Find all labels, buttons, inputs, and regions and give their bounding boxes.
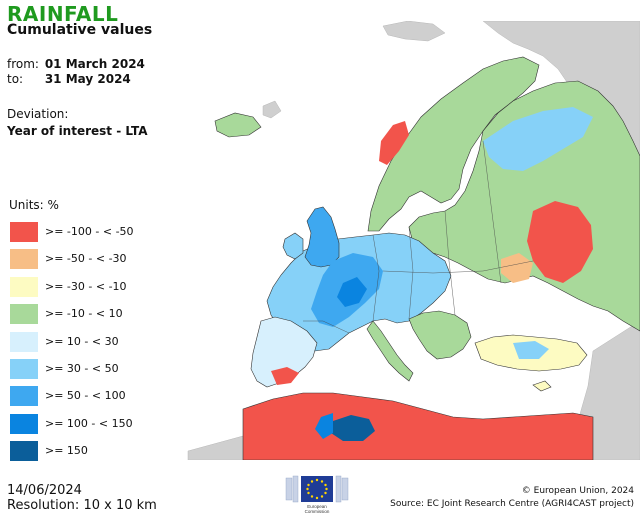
legend-swatch bbox=[10, 331, 38, 352]
to-label: to: bbox=[7, 72, 24, 86]
anomaly-patches bbox=[271, 107, 593, 441]
logo-text-commission: Commission bbox=[305, 509, 330, 514]
legend-swatch bbox=[10, 441, 38, 462]
legend-label: >= 30 - < 50 bbox=[45, 361, 119, 375]
commission-building-icon bbox=[285, 475, 349, 503]
legend-swatch bbox=[10, 249, 38, 270]
very-wet-france bbox=[337, 277, 367, 307]
country-borders bbox=[303, 140, 534, 334]
legend-item: >= -100 - < -50 bbox=[5, 216, 195, 243]
dry-spain-south bbox=[271, 367, 299, 385]
dry-russia bbox=[527, 201, 593, 283]
legend-label: >= -30 - < -10 bbox=[45, 279, 127, 293]
legend-item: >= 50 - < 100 bbox=[5, 380, 195, 407]
wet-algeria-basin bbox=[331, 415, 375, 441]
legend-item: >= 10 - < 30 bbox=[5, 326, 195, 353]
legend-item: >= -50 - < -30 bbox=[5, 243, 195, 270]
map-credits: © European Union, 2024 Source: EC Joint … bbox=[390, 485, 634, 511]
wet-algeria-surround bbox=[315, 413, 333, 439]
to-date: 31 May 2024 bbox=[44, 72, 131, 86]
from-date: 01 March 2024 bbox=[44, 57, 145, 71]
legend-item: >= 30 - < 50 bbox=[5, 353, 195, 380]
source-text: Source: EC Joint Research Centre (AGRI4C… bbox=[390, 499, 634, 509]
dry-scandinavia-coast bbox=[379, 121, 409, 165]
legend-swatch bbox=[10, 222, 38, 242]
legend-units: Units: % bbox=[9, 198, 59, 212]
legend-label: >= 150 bbox=[45, 444, 88, 458]
legend-swatch bbox=[10, 304, 38, 325]
resolution-text: Resolution: 10 x 10 km bbox=[7, 498, 157, 513]
legend-label: >= -10 - < 10 bbox=[45, 307, 123, 321]
copyright-text: © European Union, 2024 bbox=[521, 486, 634, 496]
map-legend: Units: % >= -100 - < -50 >= -50 - < -30 … bbox=[5, 198, 195, 463]
legend-item: >= -10 - < 10 bbox=[5, 298, 195, 325]
production-date: 14/06/2024 bbox=[7, 483, 82, 498]
logo-text-european: European bbox=[307, 504, 327, 509]
legend-label: >= 100 - < 150 bbox=[45, 416, 133, 430]
map-subtitle: Cumulative values bbox=[7, 22, 153, 38]
legend-swatch bbox=[10, 413, 38, 434]
map-footer: 14/06/2024 Resolution: 10 x 10 km bbox=[7, 483, 157, 513]
legend-swatch bbox=[10, 276, 38, 297]
legend-swatch bbox=[10, 386, 38, 407]
legend-item: >= -30 - < -10 bbox=[5, 271, 195, 298]
deviation-value: Year of interest - LTA bbox=[7, 124, 148, 138]
legend-label: >= 10 - < 30 bbox=[45, 334, 119, 348]
wet-baltics bbox=[483, 107, 593, 171]
legend-swatch bbox=[10, 358, 38, 379]
legend-label: >= -50 - < -30 bbox=[45, 252, 127, 266]
eu-stars-icon bbox=[306, 478, 328, 500]
deviation-label: Deviation: bbox=[7, 107, 69, 121]
legend-label: >= 50 - < 100 bbox=[45, 389, 126, 403]
moist-turkey bbox=[513, 341, 549, 359]
legend-label: >= -100 - < -50 bbox=[45, 225, 134, 238]
rainfall-map[interactable] bbox=[183, 21, 640, 460]
legend-item: >= 150 bbox=[5, 435, 195, 462]
moderately-dry-ukraine bbox=[501, 253, 533, 283]
deviation-info: Deviation: Year of interest - LTA bbox=[7, 106, 148, 140]
legend-item: >= 100 - < 150 bbox=[5, 408, 195, 435]
map-title: RAINFALL bbox=[7, 2, 119, 26]
period-info: from: 01 March 2024 to: 31 May 2024 bbox=[7, 57, 145, 87]
european-commission-logo: European Commission bbox=[285, 475, 349, 514]
from-label: from: bbox=[7, 57, 39, 71]
